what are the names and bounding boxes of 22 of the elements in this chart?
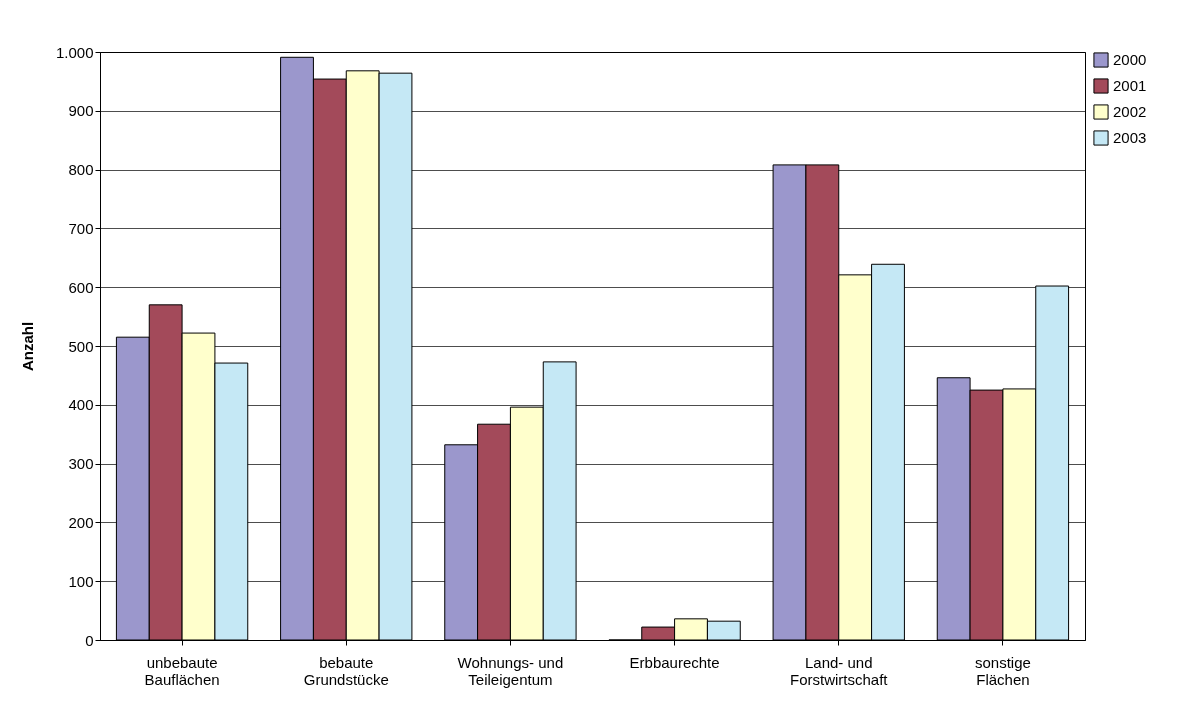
x-tick-label: sonstige Flächen [974, 653, 1031, 688]
legend-label: 2002 [1113, 103, 1147, 120]
x-tick-label: bebaute Grundstücke [303, 653, 389, 688]
legend-label: 2000 [1113, 51, 1147, 68]
y-tick-label: 400 [68, 396, 94, 414]
x-tick-label: Wohnungs- und Teileigentum [457, 653, 564, 688]
x-tick-label: Land- und Forstwirtschaft [789, 653, 889, 688]
y-tick-label: 600 [68, 278, 94, 296]
y-axis-title: Anzahl [18, 321, 36, 372]
y-tick-label: 300 [68, 455, 94, 473]
x-tick-label: Erbbaurechte [629, 653, 720, 671]
y-tick-label: 900 [68, 102, 94, 120]
y-tick-label: 0 [85, 631, 94, 649]
y-tick-label: 200 [68, 513, 94, 531]
legend-label: 2001 [1113, 77, 1147, 94]
legend-label: 2003 [1113, 129, 1147, 146]
y-tick-label: 1.000 [55, 43, 94, 61]
y-tick-label: 100 [68, 572, 94, 590]
y-tick-label: 700 [68, 219, 94, 237]
y-tick-label: 500 [68, 337, 94, 355]
y-tick-label: 800 [68, 161, 94, 179]
x-tick-label: unbebaute Bauflächen [144, 653, 220, 688]
